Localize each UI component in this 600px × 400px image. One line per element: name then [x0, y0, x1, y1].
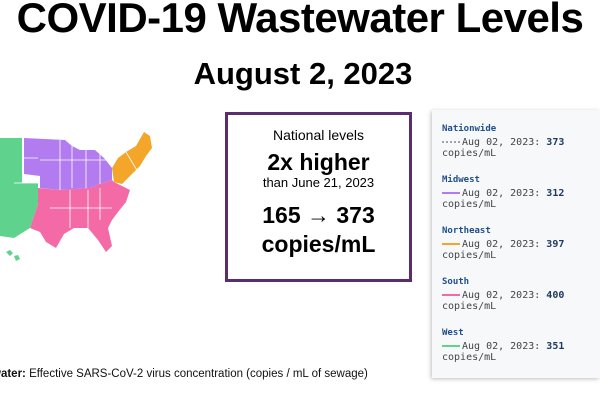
region-value-line: Aug 02, 2023: 312: [442, 188, 564, 199]
region-name: Nationwide: [442, 124, 497, 134]
region-value: 373: [546, 137, 565, 148]
map-state-borders: [14, 140, 139, 228]
map-caption: water: Effective SARS-CoV-2 virus concen…: [0, 368, 368, 380]
region-value-line: Aug 02, 2023: 351: [442, 341, 564, 352]
region-value-line: Aug 02, 2023: 397: [442, 239, 564, 250]
card-national-label: National levels: [272, 127, 365, 143]
map-region-south: [30, 180, 130, 252]
region-value-line: Aug 02, 2023: 373: [442, 137, 564, 148]
series-swatch: [442, 243, 460, 245]
series-swatch: [442, 141, 460, 143]
series-swatch: [442, 345, 460, 347]
region-entry: Northeast Aug 02, 2023: 397 copies/mL: [442, 226, 564, 261]
region-value-line: Aug 02, 2023: 400: [442, 290, 564, 301]
region-date: Aug 02, 2023: [462, 290, 535, 301]
region-unit: copies/mL: [442, 148, 497, 159]
map-region-west: [0, 138, 38, 238]
tooltip-panel: Nationwide Aug 02, 2023: 373 copies/mL Midw…: [432, 110, 600, 378]
region-unit: copies/mL: [442, 250, 497, 261]
region-date: Aug 02, 2023: [462, 341, 535, 352]
region-entry: South Aug 02, 2023: 400 copies/mL: [442, 277, 564, 312]
region-unit: copies/mL: [442, 352, 497, 363]
caption-text: Effective SARS-CoV-2 virus concentration…: [25, 368, 368, 380]
map-region-midwest: [24, 138, 112, 190]
chart-subtitle: August 2, 2023: [193, 56, 413, 91]
caption-bold: water:: [0, 368, 26, 380]
region-date: Aug 02, 2023: [462, 188, 535, 199]
region-unit: copies/mL: [442, 301, 497, 312]
card-values: 165 → 373: [262, 202, 375, 228]
region-value: 397: [546, 239, 565, 250]
region-value: 351: [546, 341, 565, 352]
national-summary-card: National levels 2x higher than June 21, …: [225, 112, 412, 282]
chart-title: COVID-19 Wastewater Levels: [16, 0, 584, 41]
card-comparison-date: than June 21, 2023: [262, 175, 375, 190]
region-entry: West Aug 02, 2023: 351 copies/mL: [442, 328, 564, 363]
region-unit: copies/mL: [442, 199, 497, 210]
region-name: Midwest: [442, 175, 480, 185]
series-swatch: [442, 294, 460, 296]
region-entry: Nationwide Aug 02, 2023: 373 copies/mL: [442, 124, 564, 159]
region-value: 400: [546, 290, 565, 301]
region-entry: Midwest Aug 02, 2023: 312 copies/mL: [442, 175, 564, 210]
series-swatch: [442, 192, 460, 194]
region-name: South: [442, 277, 470, 287]
region-date: Aug 02, 2023: [462, 137, 535, 148]
map-region-hawaii: [6, 250, 20, 261]
us-region-map: [0, 132, 152, 261]
region-name: West: [442, 328, 464, 338]
card-headline: 2x higher: [267, 149, 370, 175]
card-unit: copies/mL: [261, 231, 376, 257]
region-name: Northeast: [442, 226, 491, 236]
region-date: Aug 02, 2023: [462, 239, 535, 250]
map-region-northeast: [112, 132, 152, 184]
region-value: 312: [546, 188, 565, 199]
